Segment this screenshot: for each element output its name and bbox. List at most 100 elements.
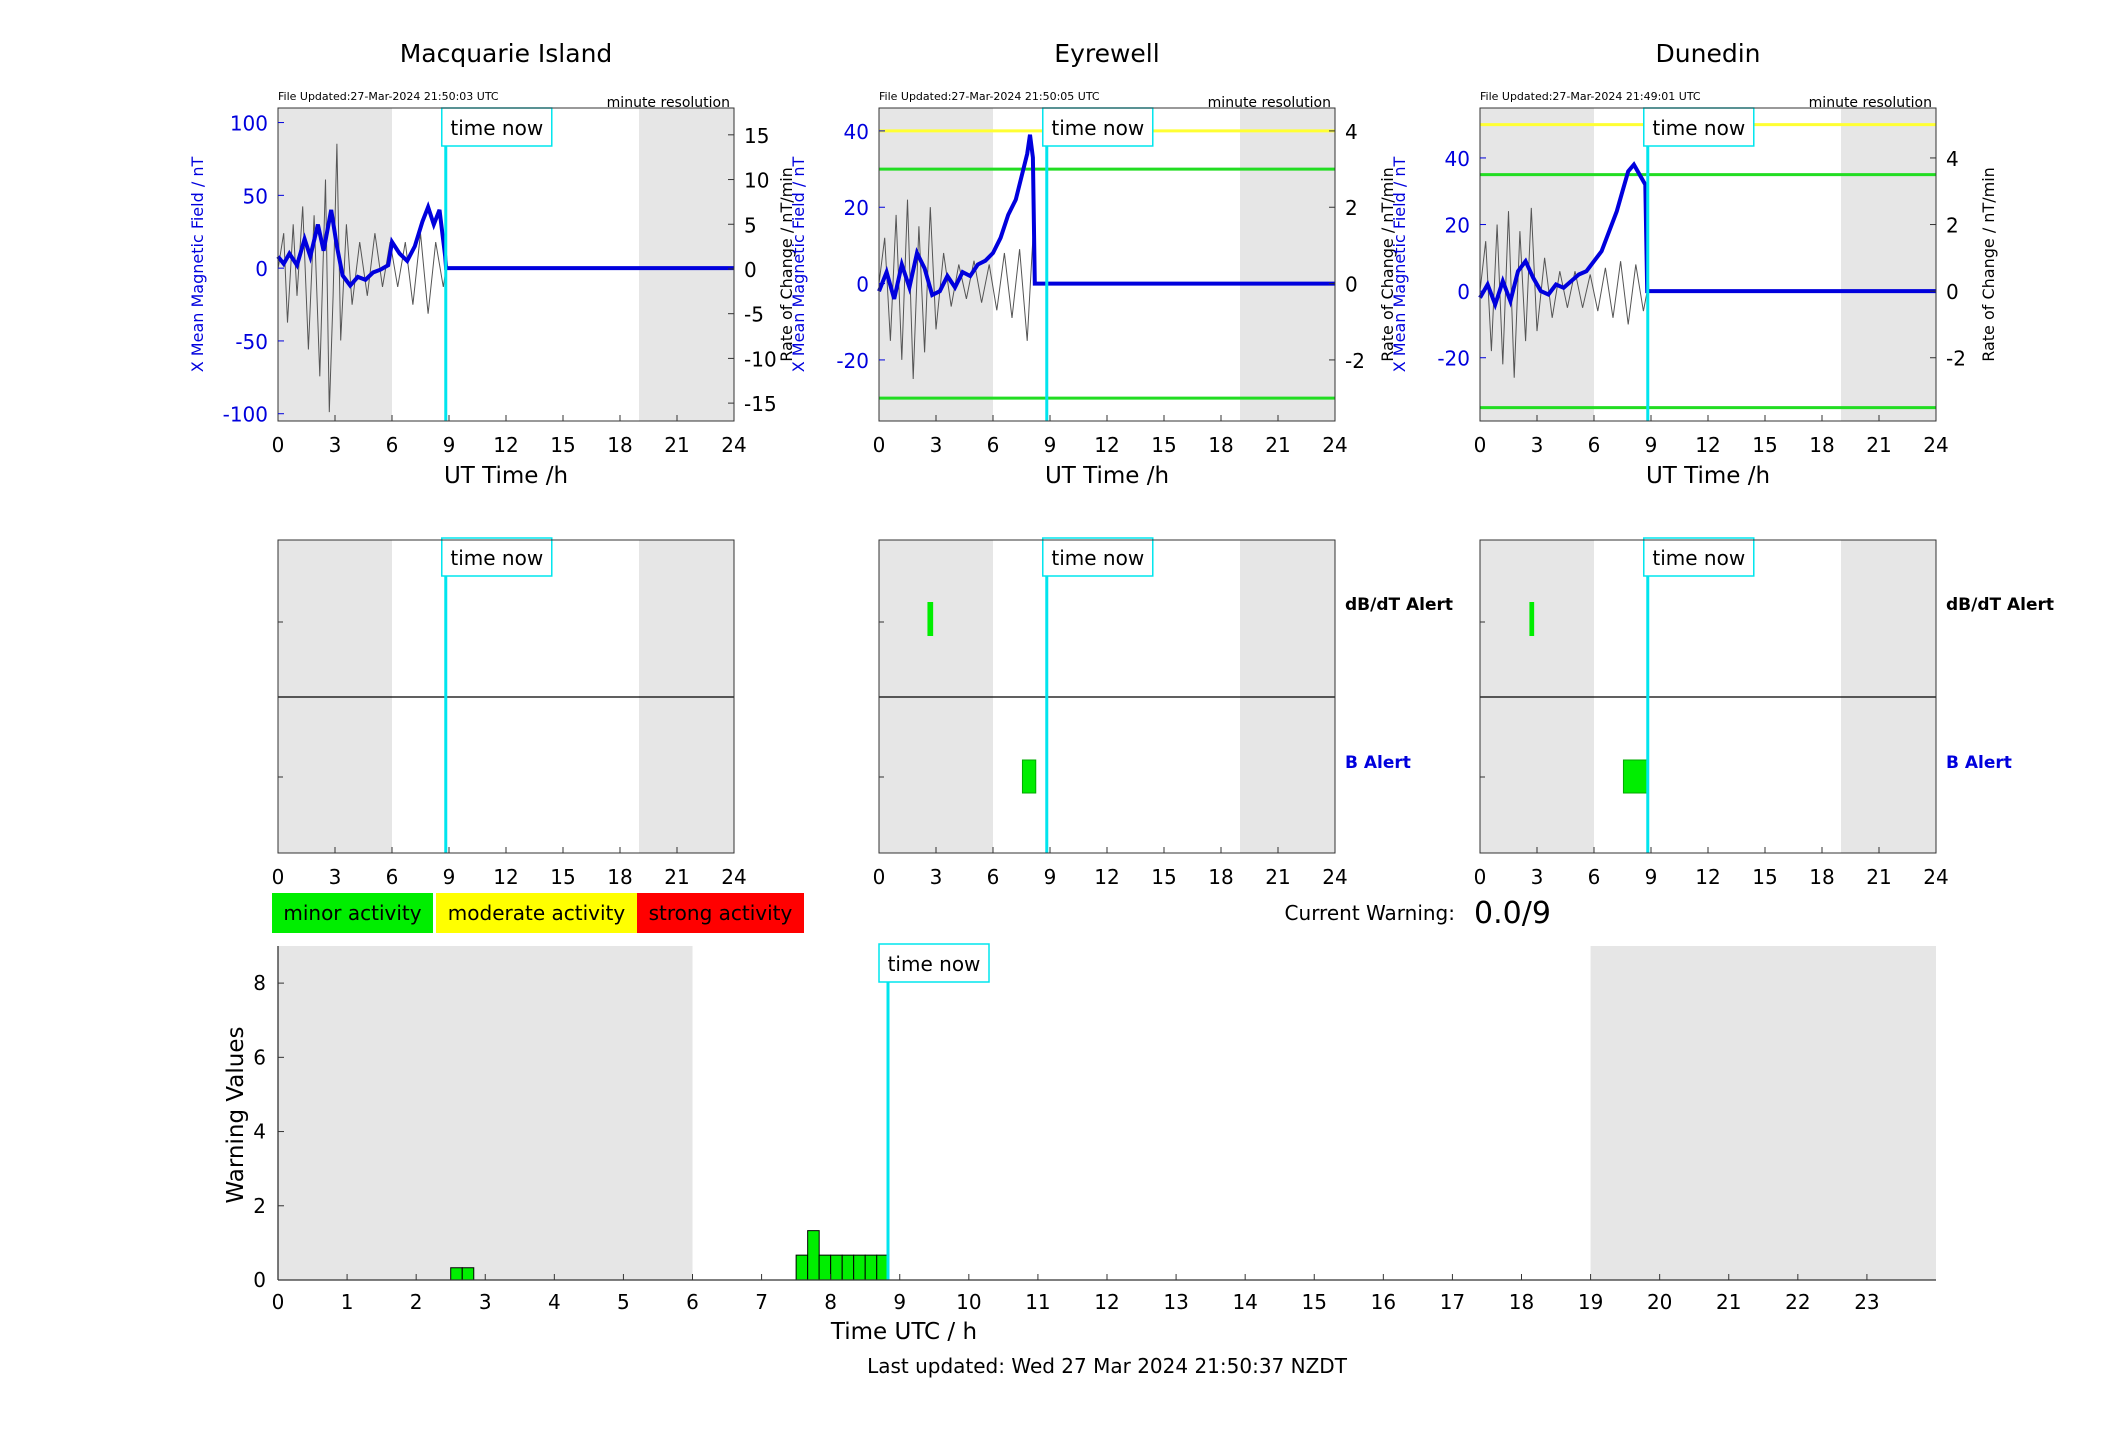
chart-x-tick-label: 9 <box>893 1290 906 1314</box>
left-y-tick-label: 0 <box>255 257 268 281</box>
chart-y-tick-label: 0 <box>253 1268 266 1292</box>
chart-x-tick-label: 20 <box>1647 1290 1672 1314</box>
warning-bar-2 <box>795 1254 809 1281</box>
x-tick-label: 9 <box>1044 433 1057 457</box>
right-y-tick-label: 2 <box>1946 214 1959 238</box>
station-panel-1: Eyrewell time now File Updated:27-Mar-2024… <box>789 39 1397 489</box>
right-y-axis-label: Rate of Change / nT/min <box>1378 167 1397 362</box>
b-alert-bar <box>1021 759 1037 794</box>
left-y-tick-label: -50 <box>235 330 268 354</box>
warning-bar-4 <box>818 1254 832 1281</box>
right-y-tick-label: -10 <box>744 347 777 371</box>
b-alert-label: B Alert <box>1345 753 1411 773</box>
x-tick-label: 3 <box>930 433 943 457</box>
file-updated-text: File Updated:27-Mar-2024 21:50:05 UTC <box>879 90 1100 103</box>
db-alert-bar <box>1529 602 1535 636</box>
warning-bar-3 <box>807 1230 820 1281</box>
chart-x-tick-label: 5 <box>617 1290 630 1314</box>
x-axis-label: UT Time /h <box>1045 463 1169 489</box>
x-tick-label: 24 <box>1322 433 1347 457</box>
rate-of-change-trace <box>1479 207 1648 378</box>
chart-night-shading-0 <box>278 946 693 1280</box>
left-y-tick-label: -100 <box>223 403 268 427</box>
right-y-axis-label: Rate of Change / nT/min <box>1979 167 1998 362</box>
chart-x-tick-label: 14 <box>1232 1290 1257 1314</box>
x-tick-label: 0 <box>1474 433 1487 457</box>
alert-x-tick-label: 0 <box>873 865 886 889</box>
left-y-axis-label: X Mean Magnetic Field / nT <box>1390 157 1409 373</box>
last-updated-footer: Last updated: Wed 27 Mar 2024 21:50:37 N… <box>867 1354 1348 1378</box>
alert-panel-1: time now 0 3 6 9 12 15 18 21 24 dB/dT Alert B Alert <box>873 537 1453 889</box>
chart-x-tick-label: 19 <box>1578 1290 1603 1314</box>
left-y-axis-label: X Mean Magnetic Field / nT <box>188 157 207 373</box>
left-y-tick-label: -20 <box>1437 347 1470 371</box>
left-y-tick-label: 0 <box>856 273 869 297</box>
x-tick-label: 18 <box>607 433 632 457</box>
x-tick-label: 18 <box>1208 433 1233 457</box>
alert-x-tick-label: 0 <box>1474 865 1487 889</box>
chart-x-tick-label: 0 <box>272 1290 285 1314</box>
resolution-text: minute resolution <box>1809 95 1932 111</box>
right-y-tick-label: -15 <box>744 392 777 416</box>
rate-of-change-trace <box>277 143 447 413</box>
chart-y-tick-label: 4 <box>253 1120 266 1144</box>
right-y-tick-label: 15 <box>744 124 769 148</box>
right-y-tick-label: -2 <box>1946 347 1966 371</box>
alert-x-tick-label: 18 <box>607 865 632 889</box>
warning-bar-1 <box>461 1267 475 1281</box>
night-shading-0 <box>1480 108 1594 421</box>
alert-x-tick-label: 24 <box>1923 865 1948 889</box>
alert-x-tick-label: 6 <box>386 865 399 889</box>
mean-field-trace <box>877 134 1335 300</box>
chart-x-tick-label: 13 <box>1163 1290 1188 1314</box>
x-tick-label: 21 <box>664 433 689 457</box>
time-now-box <box>441 107 553 147</box>
alert-panel-2: time now 0 3 6 9 12 15 18 21 24 dB/dT Alert B Alert <box>1474 537 2054 889</box>
left-y-tick-label: 100 <box>230 112 268 136</box>
night-shading-1 <box>1841 108 1936 421</box>
b-alert-label: B Alert <box>1946 753 2012 773</box>
chart-x-tick-label: 2 <box>410 1290 423 1314</box>
chart-x-tick-label: 21 <box>1716 1290 1741 1314</box>
alert-x-tick-label: 0 <box>272 865 285 889</box>
x-tick-label: 24 <box>1923 433 1948 457</box>
night-shading-1 <box>1240 108 1335 421</box>
alert-time-now-box <box>1643 537 1755 577</box>
db-alert-bar <box>927 602 934 636</box>
alert-x-tick-label: 3 <box>1531 865 1544 889</box>
chart-x-tick-label: 6 <box>686 1290 699 1314</box>
left-y-axis-label: X Mean Magnetic Field / nT <box>789 157 808 373</box>
x-tick-label: 12 <box>1695 433 1720 457</box>
alert-x-tick-label: 3 <box>930 865 943 889</box>
x-axis-label: UT Time /h <box>1646 463 1770 489</box>
minor-activity-swatch <box>272 893 433 933</box>
alert-x-tick-label: 9 <box>1044 865 1057 889</box>
warning-bar-5 <box>830 1254 843 1281</box>
chart-x-tick-label: 23 <box>1854 1290 1879 1314</box>
x-tick-label: 12 <box>493 433 518 457</box>
x-tick-label: 9 <box>443 433 456 457</box>
chart-x-tick-label: 7 <box>755 1290 768 1314</box>
right-y-tick-label: 4 <box>1345 120 1358 144</box>
x-tick-label: 6 <box>386 433 399 457</box>
chart-x-tick-label: 18 <box>1509 1290 1534 1314</box>
strong-activity-swatch <box>637 893 804 933</box>
alert-x-tick-label: 21 <box>1265 865 1290 889</box>
chart-x-tick-label: 12 <box>1094 1290 1119 1314</box>
chart-y-tick-label: 6 <box>253 1045 266 1069</box>
station-title: Dunedin <box>1656 39 1761 68</box>
b-alert-bar <box>1622 759 1648 794</box>
current-warning-label: Current Warning: <box>1285 901 1455 925</box>
chart-x-tick-label: 4 <box>548 1290 561 1314</box>
chart-x-tick-label: 16 <box>1371 1290 1396 1314</box>
chart-x-tick-label: 22 <box>1785 1290 1810 1314</box>
chart-x-tick-label: 10 <box>956 1290 981 1314</box>
right-y-tick-label: 2 <box>1345 196 1358 220</box>
x-tick-label: 24 <box>721 433 746 457</box>
left-y-tick-label: 40 <box>844 120 869 144</box>
x-tick-label: 12 <box>1094 433 1119 457</box>
alert-panel-0: time now 0 3 6 9 12 15 18 21 24 <box>272 537 747 889</box>
warning-bar-0 <box>450 1267 463 1281</box>
activity-legend: minor activity moderate activity strong ac… <box>272 893 804 933</box>
